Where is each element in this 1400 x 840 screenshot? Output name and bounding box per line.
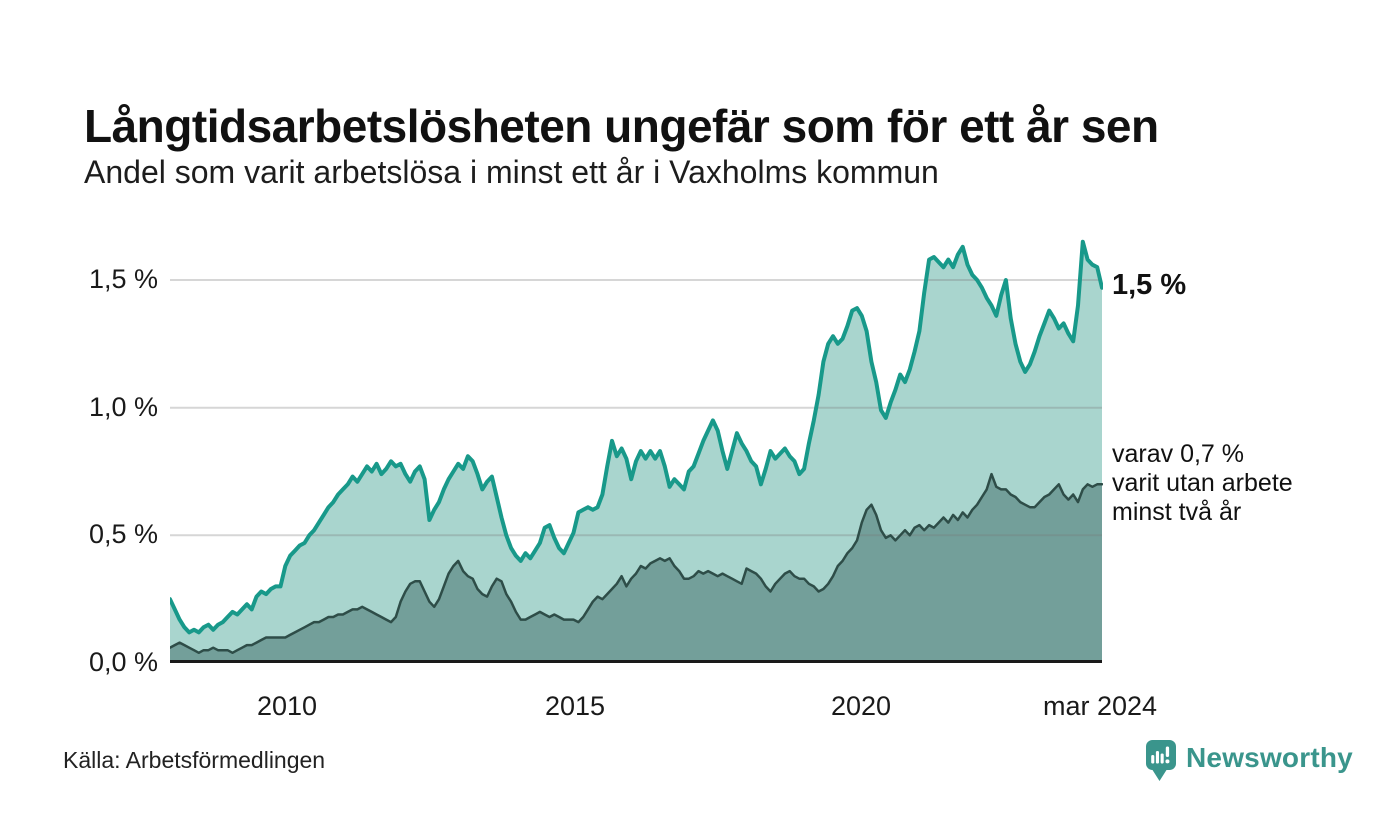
newsworthy-logo-icon [1146, 740, 1176, 781]
area-two-years [170, 474, 1102, 663]
two-year-share-annotation: varav 0,7 % varit utan arbete minst två … [1112, 440, 1293, 526]
line-two-years [170, 472, 1103, 655]
latest-value-label: 1,5 % [1112, 269, 1187, 301]
y-axis-tick-0-0: 0,0 % [88, 647, 158, 677]
y-axis-tick-1-5: 1,5 % [88, 264, 158, 294]
page-title: Långtidsarbetslösheten ungefär som för e… [84, 99, 1159, 152]
x-axis-tick-2015: 2015 [544, 691, 606, 721]
area-chart [170, 239, 1103, 663]
newsworthy-logo-text: Newsworthy [1186, 742, 1353, 773]
x-axis-tick-mar-2024: mar 2024 [1042, 691, 1158, 721]
x-axis-tick-2010: 2010 [256, 691, 318, 721]
source-credit: Källa: Arbetsförmedlingen [63, 747, 326, 773]
newsworthy-logo: Newsworthy [1146, 740, 1353, 782]
line-one-year [170, 239, 1103, 635]
y-axis-tick-1-0: 1,0 % [88, 392, 158, 422]
chart-subtitle: Andel som varit arbetslösa i minst ett å… [84, 154, 939, 190]
x-axis-tick-2020: 2020 [830, 691, 892, 721]
y-axis-tick-0-5: 0,5 % [88, 519, 158, 549]
